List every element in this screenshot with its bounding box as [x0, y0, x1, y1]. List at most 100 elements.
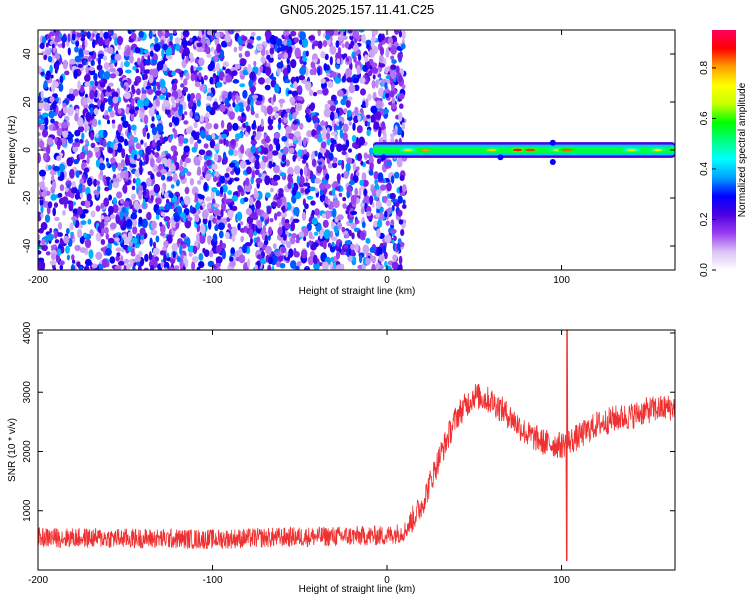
heatmap-noise-cell	[161, 185, 165, 196]
heatmap-noise-cell	[58, 163, 65, 172]
y-tick-label: 3000	[22, 381, 33, 404]
heatmap-noise-cell	[173, 215, 180, 223]
heatmap-noise-cell	[173, 116, 180, 126]
heatmap-noise-cell	[305, 106, 310, 116]
heatmap-noise-cell	[365, 98, 369, 108]
heatmap-noise-cell	[263, 239, 269, 246]
heatmap-noise-cell	[148, 251, 152, 262]
heatmap-noise-cell	[144, 59, 149, 65]
x-tick-label: 100	[553, 575, 570, 586]
heatmap-noise-cell	[253, 60, 257, 67]
heatmap-noise-cell	[82, 120, 90, 127]
heatmap-noise-cell	[198, 155, 203, 161]
heatmap-noise-cell	[183, 111, 188, 116]
heatmap-noise-cell	[285, 87, 290, 97]
heatmap-noise-cell	[281, 216, 286, 226]
heatmap-noise-cell	[103, 197, 110, 207]
heatmap-noise-cell	[160, 87, 167, 94]
heatmap-noise-cell	[361, 232, 366, 239]
heatmap-noise-cell	[209, 76, 214, 85]
heatmap-noise-cell	[245, 177, 250, 186]
heatmap-noise-cell	[286, 38, 292, 47]
heatmap-noise-cell	[362, 100, 366, 108]
heatmap-noise-cell	[398, 112, 403, 122]
colorbar: 0.0 0.2 0.4 0.6 0.8 Normalized spectral ampl…	[699, 30, 748, 277]
heatmap-noise-cell	[198, 194, 205, 200]
heatmap-noise-cell	[72, 142, 79, 147]
heatmap-noise-cell	[280, 210, 288, 218]
heatmap-noise-cell	[126, 46, 131, 56]
heatmap-noise-cell	[130, 193, 136, 201]
heatmap-noise-cell	[356, 125, 363, 134]
heatmap-noise-cell	[46, 137, 54, 145]
heatmap-noise-cell	[207, 235, 212, 245]
heatmap-noise-cell	[117, 260, 125, 266]
heatmap-noise-cell	[69, 58, 76, 65]
heatmap-noise-cell	[267, 256, 273, 265]
heatmap-noise-cell	[220, 208, 224, 218]
heatmap-noise-cell	[337, 72, 341, 79]
heatmap-noise-cell	[158, 163, 163, 171]
x-tick-label: -100	[203, 275, 223, 286]
heatmap-noise-cell	[235, 133, 242, 140]
heatmap-noise-cell	[152, 103, 156, 108]
heatmap-peak-cell	[626, 148, 637, 152]
heatmap-noise-cell	[54, 52, 59, 59]
heatmap-noise-cell	[246, 216, 254, 225]
heatmap-noise-cell	[141, 218, 148, 229]
heatmap-noise-cell	[324, 196, 329, 204]
heatmap-noise-cell	[62, 209, 66, 216]
heatmap-noise-cell	[232, 94, 236, 103]
heatmap-noise-cell	[362, 179, 369, 187]
heatmap-noise-cell	[89, 107, 94, 115]
heatmap-noise-cell	[371, 263, 376, 270]
heatmap-noise-cell	[352, 257, 357, 263]
heatmap-noise-cell	[283, 117, 288, 124]
heatmap-noise-cell	[339, 186, 344, 192]
heatmap-noise-cell	[255, 100, 262, 106]
heatmap-noise-cell	[106, 161, 110, 168]
heatmap-noise-cell	[301, 249, 308, 259]
heatmap-noise-cell	[234, 103, 240, 113]
heatmap-noise-cell	[45, 145, 51, 155]
heatmap-noise-cell	[240, 235, 244, 243]
heatmap-noise-cell	[187, 245, 195, 253]
heatmap-noise-cell	[360, 206, 365, 215]
heatmap-noise-cell	[41, 36, 47, 45]
heatmap-noise-cell	[219, 186, 224, 195]
heatmap-noise-cell	[318, 161, 322, 166]
heatmap-noise-cell	[393, 235, 397, 242]
heatmap-noise-cell	[216, 43, 222, 54]
heatmap-noise-cell	[353, 115, 359, 124]
heatmap-noise-cell	[240, 144, 245, 154]
heatmap-noise-cell	[95, 133, 99, 139]
heatmap-noise-cell	[45, 251, 51, 256]
heatmap-noise-cell	[291, 188, 297, 196]
heatmap-noise-cell	[108, 194, 112, 201]
heatmap-noise-cell	[93, 178, 98, 187]
heatmap-noise-cell	[40, 261, 46, 270]
heatmap-noise-cell	[386, 161, 393, 167]
heatmap-noise-cell	[317, 124, 322, 132]
heatmap-noise-cell	[206, 38, 210, 47]
heatmap-noise-cell	[270, 187, 274, 193]
heatmap-noise-cell	[319, 189, 324, 196]
heatmap-noise-cell	[306, 117, 312, 123]
heatmap-noise-cell	[136, 88, 141, 96]
heatmap-noise-cell	[157, 84, 161, 91]
heatmap-noise-cell	[280, 246, 287, 254]
heatmap-noise-cell	[59, 237, 64, 246]
heatmap-noise-cell	[160, 168, 167, 175]
heatmap-noise-cell	[336, 250, 340, 260]
snr-series-line	[38, 330, 675, 562]
heatmap-noise-cell	[52, 125, 57, 131]
heatmap-noise-cell	[369, 195, 374, 204]
heatmap-noise-cell	[370, 162, 374, 170]
heatmap-noise-cell	[370, 114, 376, 123]
heatmap-noise-cell	[133, 200, 140, 210]
heatmap-noise-cell	[330, 105, 336, 112]
heatmap-noise-cell	[200, 130, 206, 139]
heatmap-noise-cell	[109, 110, 115, 118]
heatmap-noise-cell	[331, 162, 338, 169]
heatmap-noise-cell	[129, 54, 134, 64]
